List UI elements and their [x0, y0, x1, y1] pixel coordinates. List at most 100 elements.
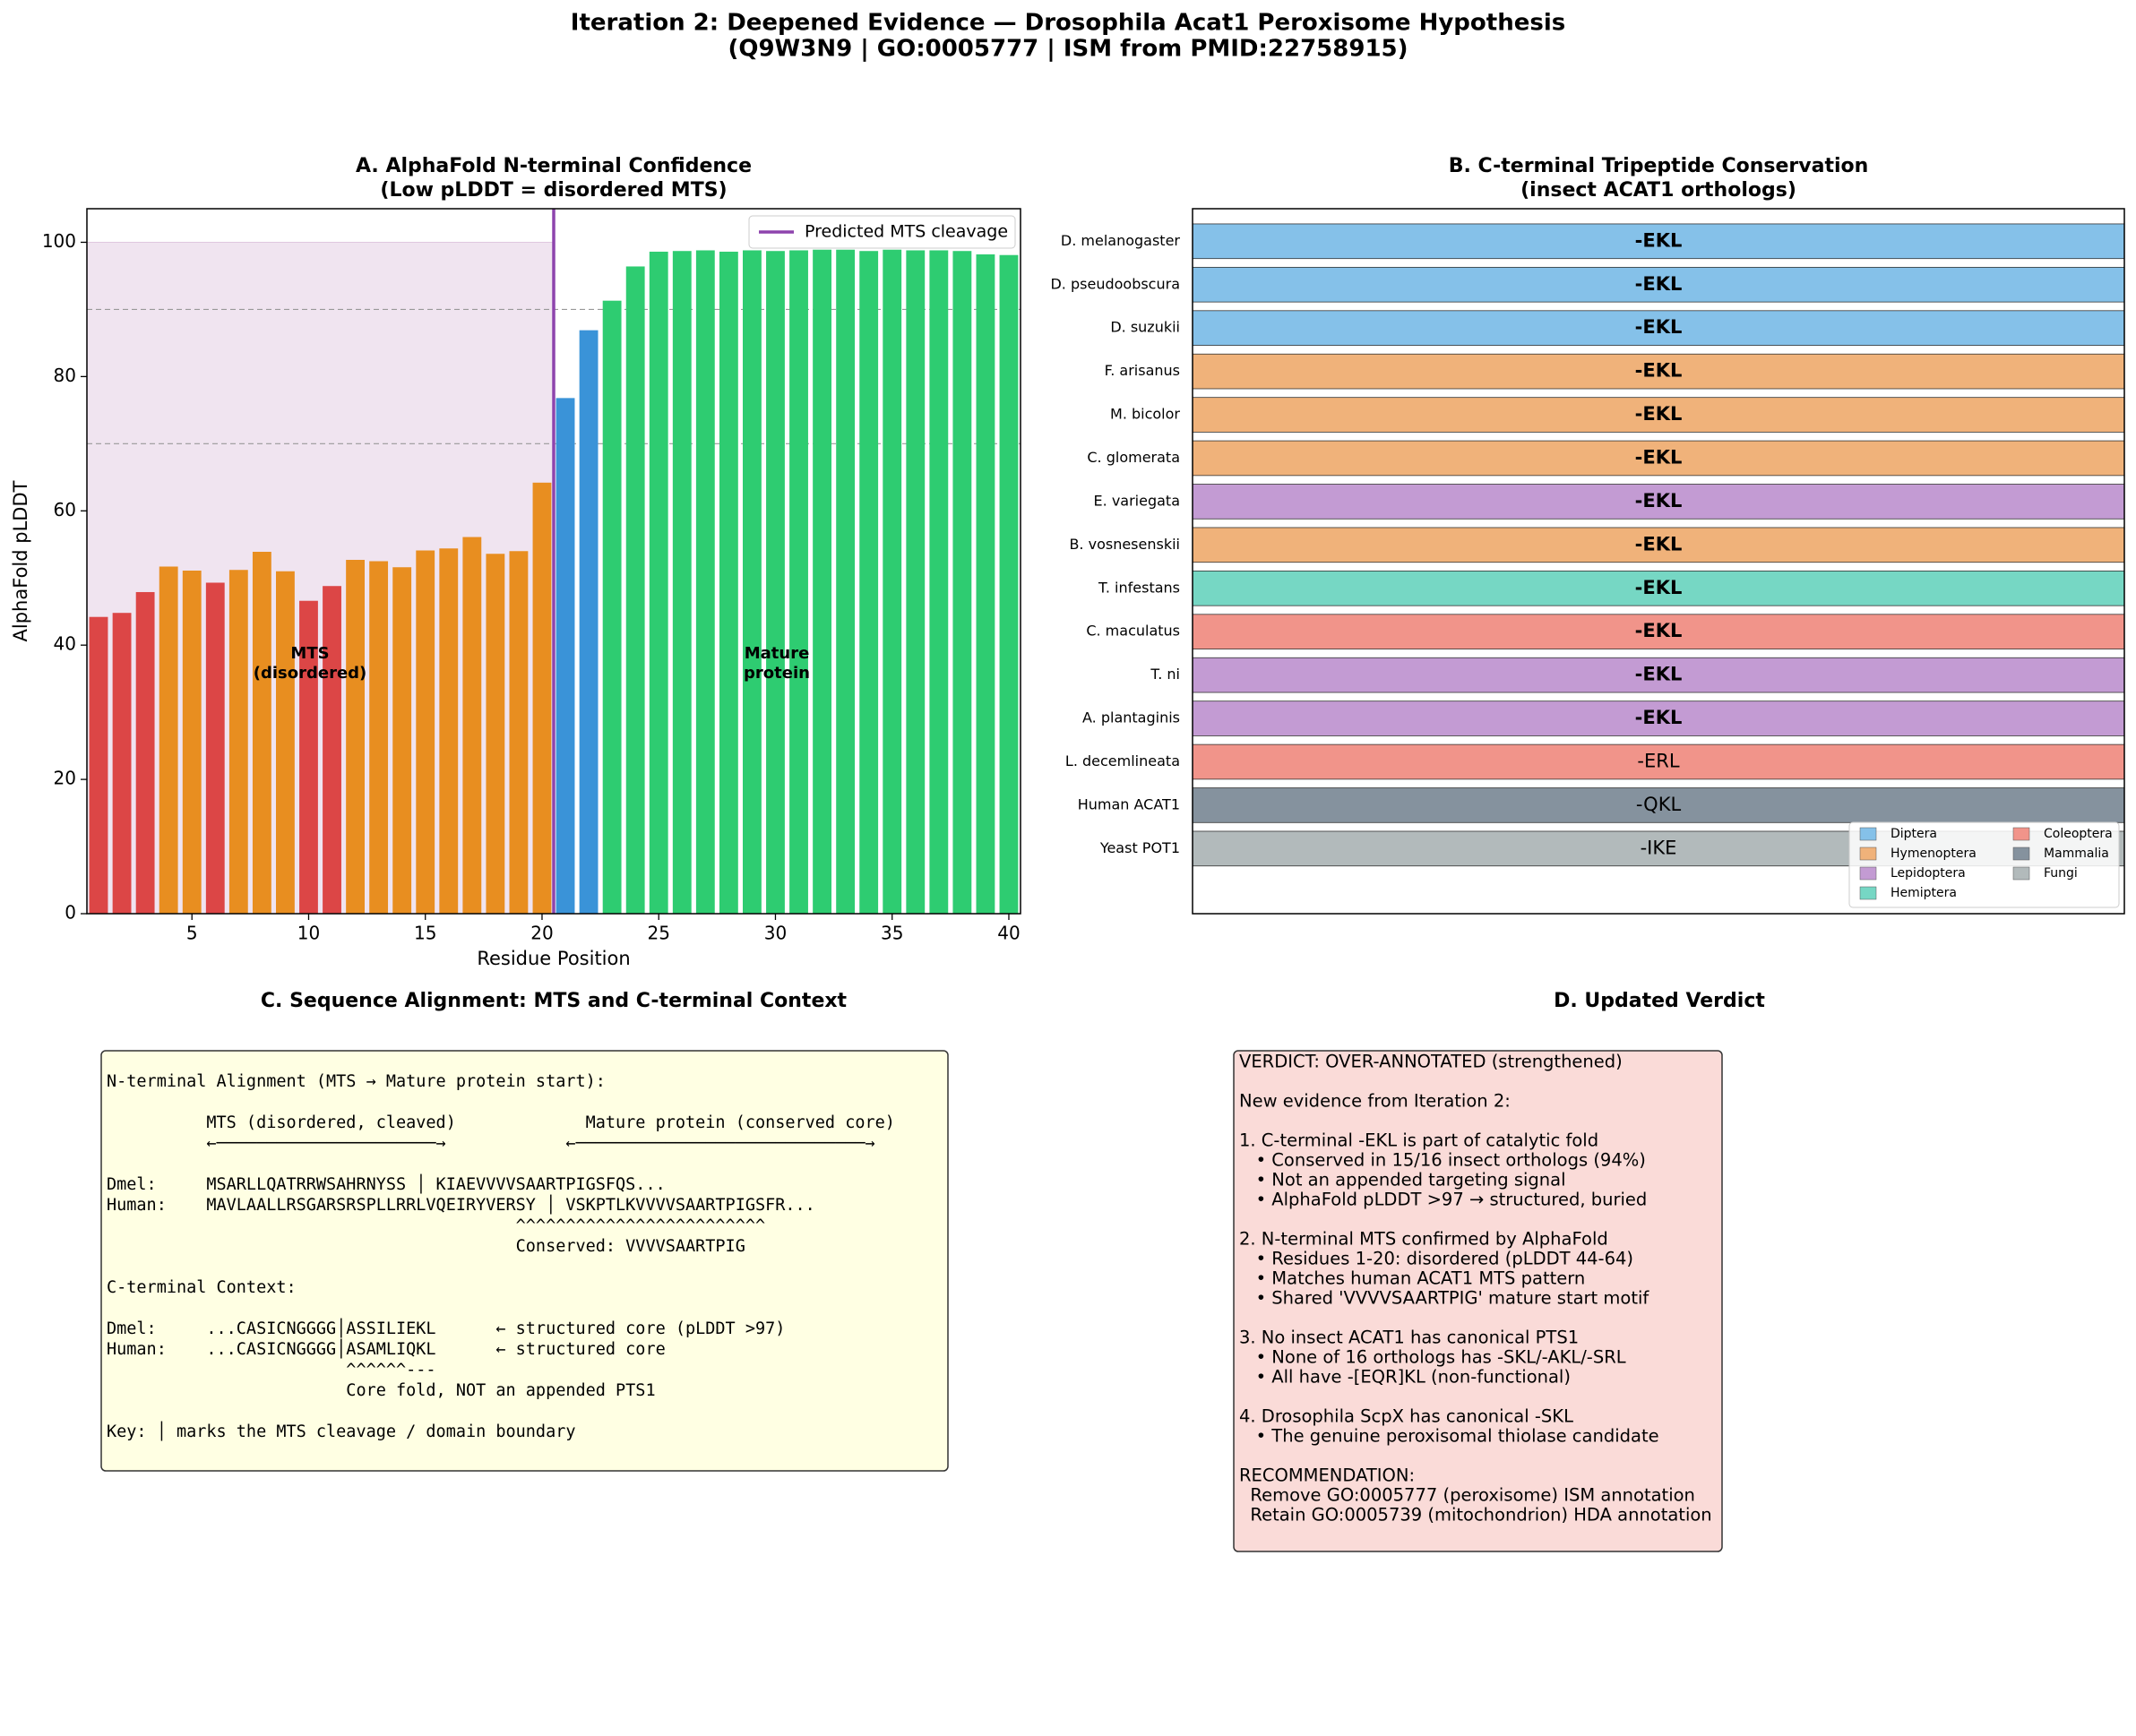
bar	[135, 591, 155, 914]
species-label: D. pseudoobscura	[1050, 275, 1180, 292]
bar	[579, 330, 599, 914]
bar	[952, 251, 972, 915]
verdict-line: • None of 16 orthologs has -SKL/-AKL/-SR…	[1239, 1347, 1626, 1368]
verdict-line: VERDICT: OVER-ANNOTATED (strengthened)	[1239, 1052, 1623, 1072]
panel-title: D. Updated Verdict	[1554, 990, 1765, 1012]
bar	[323, 586, 341, 914]
panel-title: C. Sequence Alignment: MTS and C-termina…	[261, 990, 848, 1012]
bar	[556, 398, 575, 914]
species-label: F. arisanus	[1105, 362, 1180, 379]
species-label: C. glomerata	[1087, 449, 1180, 466]
verdict-line: • AlphaFold pLDDT >97 → structured, buri…	[1239, 1190, 1647, 1210]
x-tick-label: 40	[997, 923, 1020, 944]
annotation: protein	[744, 664, 810, 683]
verdict-line: • All have -[EQR]KL (non-functional)	[1239, 1367, 1571, 1388]
alignment-line: ^^^^^^---	[107, 1361, 436, 1379]
alignment-line: MTS (disordered, cleaved) Mature protein…	[107, 1113, 895, 1132]
bar	[462, 537, 482, 914]
alignment-line: N-terminal Alignment (MTS → Mature prote…	[107, 1072, 606, 1091]
species-label: E. variegata	[1094, 492, 1180, 509]
bar	[486, 554, 505, 914]
verdict-line: 2. N-terminal MTS confirmed by AlphaFold	[1239, 1229, 1608, 1250]
row-bar	[1192, 787, 2125, 823]
legend-label: Hemiptera	[1891, 886, 1957, 900]
alignment-line: Human: ...CASICNGGGG│ASAMLIQKL ← structu…	[107, 1338, 666, 1359]
row-bar	[1192, 570, 2125, 606]
legend-label: Coleoptera	[2044, 827, 2113, 841]
verdict-line: New evidence from Iteration 2:	[1239, 1091, 1511, 1112]
verdict-line: Remove GO:0005777 (peroxisome) ISM annot…	[1239, 1485, 1695, 1506]
bar	[392, 567, 412, 914]
x-tick-label: 5	[186, 923, 198, 944]
verdict-line: • Not an appended targeting signal	[1239, 1170, 1566, 1190]
bar	[976, 254, 995, 914]
bar	[906, 250, 926, 915]
row-bar	[1192, 310, 2125, 346]
species-label: T. ni	[1150, 666, 1180, 683]
motif-label: -EKL	[1635, 620, 1683, 641]
y-axis-label: AlphaFold pLDDT	[10, 480, 31, 641]
bar	[813, 249, 831, 914]
y-tick-label: 20	[54, 768, 76, 789]
x-axis-label: Residue Position	[477, 948, 630, 969]
motif-label: -EKL	[1635, 316, 1683, 338]
bar	[695, 250, 715, 915]
alignment-line: Human: MAVLAALLRSGARSRSPLLRRLVQEIRYVERSY…	[107, 1194, 815, 1215]
species-label: L. decemlineata	[1065, 752, 1180, 769]
bar	[649, 251, 668, 915]
legend-swatch	[1859, 886, 1877, 900]
motif-label: -EKL	[1635, 273, 1683, 295]
verdict-line: 3. No insect ACAT1 has canonical PTS1	[1239, 1328, 1579, 1348]
figure-subtitle: (Q9W3N9 | GO:0005777 | ISM from PMID:227…	[728, 36, 1408, 63]
annotation: Mature	[745, 644, 810, 663]
legend-label: Predicted MTS cleavage	[805, 222, 1008, 242]
axes-frame	[1192, 208, 2125, 915]
verdict-line: 1. C-terminal -EKL is part of catalytic …	[1239, 1130, 1598, 1151]
species-label: Yeast POT1	[1099, 839, 1180, 856]
species-label: A. plantaginis	[1082, 709, 1180, 726]
row-bar	[1192, 440, 2125, 477]
alignment-line: C-terminal Context:	[107, 1278, 297, 1297]
row-bar	[1192, 700, 2125, 736]
panel-d-box	[1233, 1050, 1723, 1552]
legend-swatch	[1859, 827, 1877, 841]
species-label: Human ACAT1	[1078, 795, 1180, 812]
axes-frame	[86, 208, 1021, 915]
species-label: D. melanogaster	[1061, 232, 1181, 249]
legend-box	[748, 215, 1016, 249]
bar	[836, 249, 856, 914]
alignment-line: Dmel: ...CASICNGGGG│ASSILIEKL ← structur…	[107, 1318, 785, 1338]
bar	[416, 550, 435, 914]
alignment-line: Core fold, NOT an appended PTS1	[107, 1381, 656, 1400]
verdict-line: RECOMMENDATION:	[1239, 1465, 1415, 1486]
legend-swatch	[2012, 827, 2030, 841]
legend-box	[1848, 821, 2120, 908]
panel-title: B. C-terminal Tripeptide Conservation	[1449, 155, 1869, 177]
row-bar	[1192, 223, 2125, 260]
panel-title: (Low pLDDT = disordered MTS)	[380, 179, 727, 202]
alignment-line: Conserved: VVVVSAARTPIG	[107, 1237, 745, 1256]
row-bar	[1192, 484, 2125, 520]
motif-label: -EKL	[1635, 446, 1683, 468]
bar	[602, 300, 622, 914]
species-label: T. infestans	[1098, 579, 1180, 596]
legend-label: Hymenoptera	[1891, 847, 1977, 861]
motif-label: -EKL	[1635, 360, 1683, 382]
verdict-line: 4. Drosophila ScpX has canonical -SKL	[1239, 1406, 1573, 1427]
alignment-line: ^^^^^^^^^^^^^^^^^^^^^^^^^	[107, 1216, 765, 1235]
x-tick-label: 35	[881, 923, 903, 944]
legend-label: Lepidoptera	[1891, 866, 1966, 881]
row-bar	[1192, 266, 2125, 303]
bar	[532, 482, 552, 914]
bar	[346, 560, 365, 914]
legend-label: Fungi	[2044, 866, 2078, 881]
x-tick-label: 30	[764, 923, 787, 944]
legend-swatch	[2012, 847, 2030, 861]
legend-swatch	[1859, 866, 1877, 881]
row-bar	[1192, 527, 2125, 563]
bar	[182, 570, 202, 914]
verdict-line: • The genuine peroxisomal thiolase candi…	[1239, 1426, 1659, 1447]
verdict-line: • Matches human ACAT1 MTS pattern	[1239, 1268, 1585, 1289]
y-tick-label: 60	[54, 499, 76, 520]
bar	[228, 570, 248, 914]
